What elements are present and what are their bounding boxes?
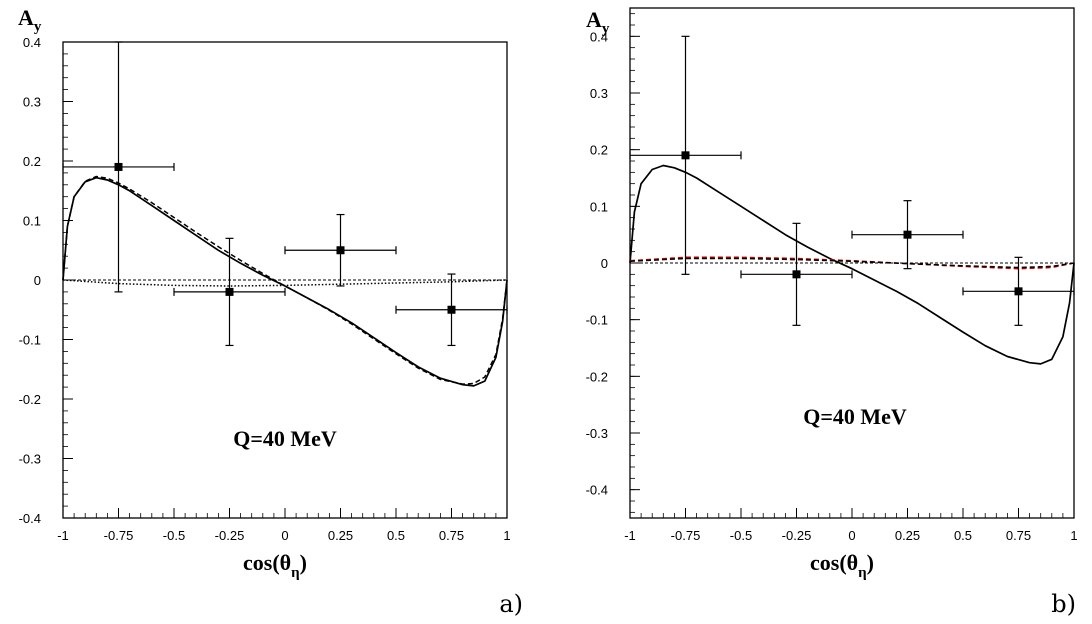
series-dotted-line	[62, 279, 508, 287]
x-axis-label-main: cos(θ	[810, 550, 858, 575]
x-axis-label: cos(θη)	[810, 550, 874, 581]
y-tick-label: 0.2	[23, 154, 41, 169]
x-tick-label: -0.75	[671, 528, 701, 543]
data-point	[629, 35, 742, 275]
data-point	[173, 237, 286, 347]
x-tick-label: 0.75	[1006, 528, 1031, 543]
data-point	[62, 41, 175, 293]
y-axis-label-main: A	[586, 7, 602, 32]
x-tick-label: -0.75	[104, 528, 134, 543]
y-tick-label: -0.3	[19, 452, 41, 467]
x-tick-label: -1	[57, 528, 69, 543]
x-axis-label-close: )	[300, 550, 307, 575]
x-tick-label: -0.5	[730, 528, 752, 543]
annotation-q-value: Q=40 MeV	[233, 426, 337, 451]
y-tick-label: 0.3	[590, 86, 608, 101]
panel-label: a)	[499, 590, 523, 618]
y-tick-label: 0.3	[23, 95, 41, 110]
data-marker	[1014, 287, 1023, 296]
y-axis-label-subscript: y	[34, 19, 42, 35]
x-tick-label: 0.5	[954, 528, 972, 543]
data-point	[740, 222, 853, 326]
y-tick-label: -0.4	[586, 483, 608, 498]
x-axis-label-subscript: η	[858, 565, 867, 581]
y-tick-label: 0.1	[23, 214, 41, 229]
data-marker	[903, 230, 912, 239]
data-point	[962, 256, 1075, 326]
annotation-q-value: Q=40 MeV	[803, 404, 907, 429]
y-axis-label-main: A	[18, 5, 34, 30]
x-tick-label: 0.25	[328, 528, 353, 543]
y-tick-label: 0.1	[590, 199, 608, 214]
y-tick-label: 0	[601, 256, 608, 271]
x-tick-label: 0	[281, 528, 288, 543]
x-axis-label-close: )	[867, 550, 874, 575]
x-axis-label-subscript: η	[291, 565, 300, 581]
data-point	[395, 273, 508, 347]
chart-panel-b: -1 -0.75 -0.5 -0.25 0 0.25 0.5 0.75 1 -0.4 -0.3 -0.…	[586, 7, 1078, 618]
series-solid-line	[629, 164, 1075, 365]
x-tick-label: 1	[503, 528, 510, 543]
x-tick-label: -1	[624, 528, 636, 543]
y-tick-label: -0.1	[19, 333, 41, 348]
x-tick-label: 0	[848, 528, 855, 543]
x-axis-label-main: cos(θ	[243, 550, 291, 575]
x-tick-label: 1	[1070, 528, 1077, 543]
chart-panel-a: -1 -0.75 -0.5 -0.25 0 0.25 0.5 0.75 1 -0.4 -0.3 -0.…	[18, 5, 523, 618]
y-tick-label: -0.1	[586, 313, 608, 328]
x-tick-label: -0.25	[215, 528, 245, 543]
y-tick-label: 0.4	[23, 35, 41, 50]
y-tick-label: 0	[34, 273, 41, 288]
y-tick-label: -0.2	[586, 369, 608, 384]
x-tick-label: -0.5	[163, 528, 185, 543]
x-tick-label: 0.25	[895, 528, 920, 543]
data-point	[284, 213, 397, 287]
data-marker	[225, 287, 234, 296]
y-tick-label: -0.2	[19, 392, 41, 407]
y-tick-label: 0.2	[590, 143, 608, 158]
y-tick-label: -0.4	[19, 511, 41, 526]
data-marker	[114, 162, 123, 171]
data-point	[851, 200, 964, 270]
series-solid-line	[62, 176, 508, 387]
x-tick-label: 0.75	[439, 528, 464, 543]
panel-label: b)	[1051, 590, 1076, 618]
data-marker	[681, 151, 690, 160]
y-tick-label: -0.3	[586, 426, 608, 441]
y-tick-label: 0.4	[590, 29, 608, 44]
y-axis-label: Ay	[586, 7, 610, 37]
data-marker	[447, 305, 456, 314]
data-marker	[792, 270, 801, 279]
x-tick-label: -0.25	[782, 528, 812, 543]
x-axis-label: cos(θη)	[243, 550, 307, 581]
x-tick-label: 0.5	[387, 528, 405, 543]
data-marker	[336, 246, 345, 255]
series-dashed-line	[629, 257, 1075, 269]
y-axis-label: Ay	[18, 5, 42, 35]
y-axis-label-subscript: y	[602, 21, 610, 37]
